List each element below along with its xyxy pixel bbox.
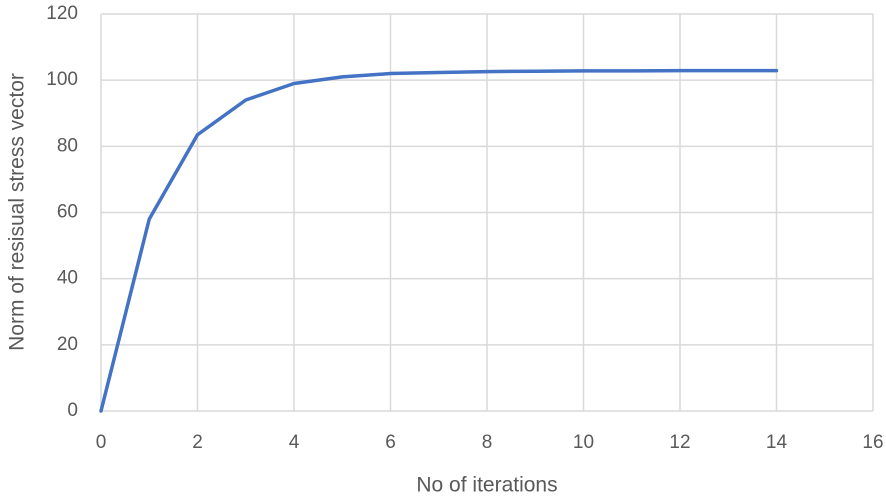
y-tick-label: 120 [46, 3, 78, 24]
x-tick-label: 12 [669, 432, 690, 453]
x-tick-label: 14 [766, 432, 788, 453]
data-line [99, 68, 779, 413]
x-tick-label: 4 [289, 432, 300, 453]
y-axis-title: Norm of resisual stress vector [6, 73, 29, 351]
y-tick-label: 100 [46, 69, 78, 90]
x-tick-label: 16 [862, 432, 883, 453]
y-tick-label: 80 [57, 135, 78, 156]
y-tick-label: 60 [57, 202, 78, 223]
x-axis-title: No of iterations [416, 474, 557, 497]
x-tick-label: 8 [482, 432, 493, 453]
x-tick-label: 6 [385, 432, 396, 453]
x-tick-label: 2 [192, 432, 203, 453]
x-tick-label: 0 [96, 432, 107, 453]
y-tick-label: 0 [67, 400, 78, 421]
y-tick-label: 20 [57, 334, 78, 355]
y-tick-label: 40 [57, 268, 78, 289]
x-tick-label: 10 [573, 432, 594, 453]
